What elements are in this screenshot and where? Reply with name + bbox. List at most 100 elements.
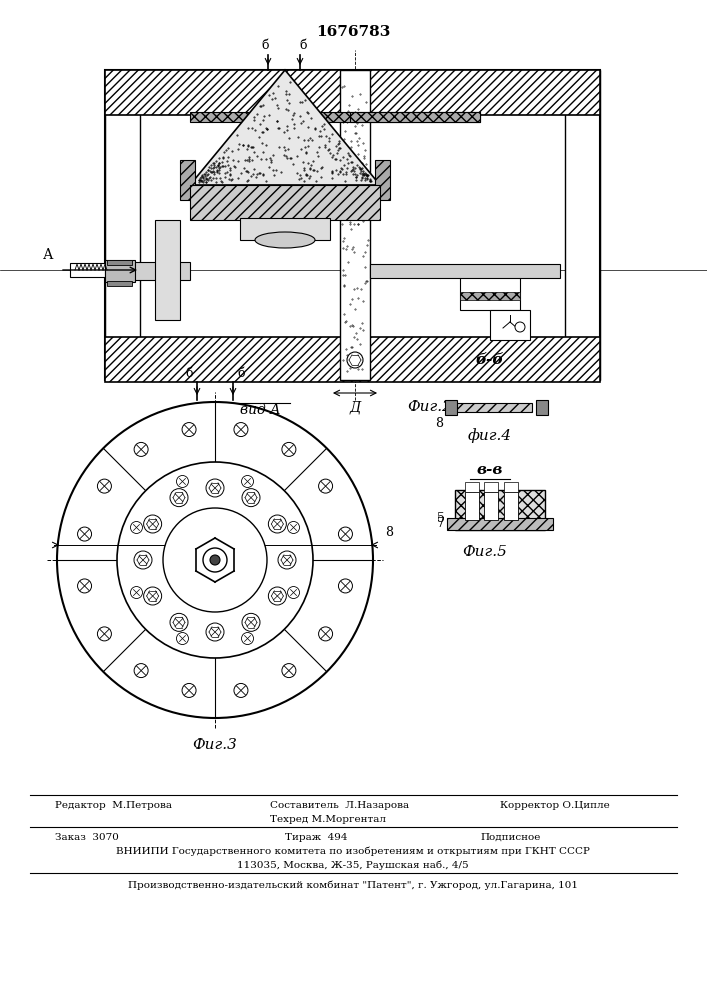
Bar (375, 160, 390, 200)
Text: б: б (185, 367, 193, 380)
Circle shape (57, 402, 373, 718)
Circle shape (206, 623, 224, 641)
Circle shape (282, 442, 296, 456)
Text: Фиг.2: Фиг.2 (407, 400, 452, 414)
Circle shape (269, 515, 286, 533)
Bar (465, 492, 479, 520)
Circle shape (269, 587, 286, 605)
Text: 5: 5 (437, 512, 445, 524)
Text: Тираж  494: Тираж 494 (285, 833, 348, 842)
Bar (503, 492, 518, 520)
Bar (105, 262, 190, 280)
Text: А: А (42, 248, 53, 262)
Bar (445, 400, 457, 415)
Bar (105, 70, 600, 380)
Text: Корректор О.Ципле: Корректор О.Ципле (500, 801, 609, 810)
Bar (455, 490, 545, 530)
Text: Подписное: Подписное (480, 833, 540, 842)
Circle shape (288, 521, 300, 533)
Circle shape (78, 579, 91, 593)
Text: ВНИИПИ Государственного комитета по изобретениям и открытиям при ГКНТ СССР: ВНИИПИ Государственного комитета по изоб… (116, 847, 590, 856)
Circle shape (117, 462, 313, 658)
Text: 1676783: 1676783 (316, 25, 390, 39)
Bar (105, 70, 600, 115)
Bar (155, 220, 180, 320)
Circle shape (242, 633, 254, 645)
Circle shape (319, 479, 332, 493)
Bar (565, 70, 600, 380)
Circle shape (131, 587, 143, 599)
Polygon shape (190, 70, 380, 185)
Text: 113035, Москва, Ж-35, Раушская наб., 4/5: 113035, Москва, Ж-35, Раушская наб., 4/5 (237, 860, 469, 869)
Circle shape (134, 664, 148, 678)
Text: фиг.4: фиг.4 (468, 428, 512, 443)
Circle shape (282, 664, 296, 678)
Bar (453, 403, 532, 412)
Bar (536, 400, 548, 415)
Text: вид А: вид А (240, 403, 280, 417)
Bar (503, 482, 518, 492)
Text: Редактор  М.Петрова: Редактор М.Петрова (55, 801, 172, 810)
Circle shape (278, 551, 296, 569)
Circle shape (134, 442, 148, 456)
Bar (240, 218, 330, 240)
Bar (350, 112, 480, 122)
Circle shape (234, 423, 248, 437)
Circle shape (134, 551, 152, 569)
Circle shape (131, 521, 143, 533)
Bar (107, 260, 132, 265)
Text: Фиг.5: Фиг.5 (462, 545, 508, 559)
Text: 7: 7 (437, 517, 445, 530)
Text: Техред М.Моргентал: Техред М.Моргентал (270, 815, 386, 824)
Circle shape (163, 508, 267, 612)
Circle shape (242, 613, 260, 631)
Circle shape (347, 352, 363, 368)
Text: б: б (299, 39, 307, 52)
Text: 8: 8 (435, 417, 443, 430)
Bar (465, 482, 479, 492)
Circle shape (206, 479, 224, 497)
Text: Производственно-издательский комбинат "Патент", г. Ужгород, ул.Гагарина, 101: Производственно-издательский комбинат "П… (128, 880, 578, 890)
Bar (460, 265, 520, 310)
Text: б: б (237, 367, 245, 380)
Text: Заказ  3070: Заказ 3070 (55, 833, 119, 842)
Text: Д: Д (349, 401, 361, 415)
Bar (180, 160, 195, 200)
Circle shape (319, 627, 332, 641)
Circle shape (144, 587, 162, 605)
Circle shape (339, 579, 353, 593)
Circle shape (210, 555, 220, 565)
Circle shape (177, 475, 189, 487)
Circle shape (144, 515, 162, 533)
Bar (105, 260, 135, 282)
Circle shape (242, 475, 254, 487)
Bar (190, 112, 480, 122)
Circle shape (288, 587, 300, 599)
Bar (447, 518, 553, 530)
Circle shape (78, 527, 91, 541)
Circle shape (339, 527, 353, 541)
Bar (484, 492, 498, 520)
Circle shape (98, 627, 112, 641)
Bar (370, 264, 560, 278)
Bar (107, 281, 132, 286)
Bar (340, 70, 370, 380)
Circle shape (170, 613, 188, 631)
Text: 7: 7 (283, 548, 291, 562)
Circle shape (515, 322, 525, 332)
Circle shape (98, 479, 112, 493)
Ellipse shape (255, 232, 315, 248)
Text: б: б (262, 39, 269, 52)
Text: Составитель  Л.Назарова: Составитель Л.Назарова (270, 801, 409, 810)
Bar (105, 70, 140, 380)
Bar (490, 310, 530, 340)
Circle shape (242, 489, 260, 507)
Bar (190, 185, 380, 220)
Bar (105, 337, 600, 382)
Circle shape (177, 633, 189, 645)
Circle shape (182, 683, 196, 697)
Text: Фиг.3: Фиг.3 (192, 738, 238, 752)
Circle shape (182, 423, 196, 437)
Text: в-в: в-в (477, 463, 503, 477)
Circle shape (170, 489, 188, 507)
